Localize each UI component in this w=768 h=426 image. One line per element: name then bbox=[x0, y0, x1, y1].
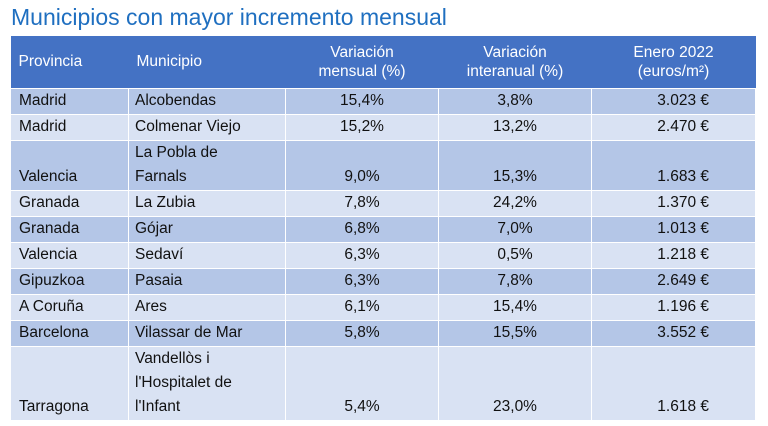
cell-provincia: Madrid bbox=[10, 114, 129, 141]
cell-variacion-mensual: 15,4% bbox=[285, 88, 439, 115]
table-row: Barcelona Vilassar de Mar 5,8% 15,5% 3.552 € bbox=[10, 320, 756, 347]
cell-municipio: Colmenar Viejo bbox=[128, 114, 286, 141]
cell-variacion-mensual: 6,8% bbox=[285, 216, 439, 243]
cell-variacion-interanual: 23,0% bbox=[438, 346, 592, 421]
cell-municipio-line: l'Infant bbox=[135, 398, 181, 415]
cell-municipio-line: Alcobendas bbox=[135, 92, 217, 109]
cell-municipio-line: Pasaia bbox=[135, 272, 183, 289]
table-row: A Coruña Ares 6,1% 15,4% 1.196 € bbox=[10, 294, 756, 321]
cell-enero-2022: 1.618 € bbox=[591, 346, 756, 421]
cell-enero-2022: 3.023 € bbox=[591, 88, 756, 115]
cell-provincia: Valencia bbox=[10, 140, 129, 191]
cell-municipio: Gójar bbox=[128, 216, 286, 243]
cell-provincia: Gipuzkoa bbox=[10, 268, 129, 295]
header-variacion-mensual: Variación mensual (%) bbox=[285, 36, 439, 89]
table-row: Valencia Sedaví 6,3% 0,5% 1.218 € bbox=[10, 242, 756, 269]
cell-municipio-line: La Zubia bbox=[135, 194, 196, 211]
cell-variacion-interanual: 3,8% bbox=[438, 88, 592, 115]
cell-municipio-line: Sedaví bbox=[135, 246, 184, 263]
cell-municipio-line: Ares bbox=[135, 298, 167, 315]
cell-municipio-line: l'Hospitalet de bbox=[135, 374, 232, 391]
table-row: Granada La Zubia 7,8% 24,2% 1.370 € bbox=[10, 190, 756, 217]
cell-enero-2022: 1.196 € bbox=[591, 294, 756, 321]
cell-municipio: La Pobla de Farnals bbox=[128, 140, 286, 191]
header-variacion-mensual-line2: mensual (%) bbox=[318, 63, 406, 80]
cell-variacion-interanual: 15,5% bbox=[438, 320, 592, 347]
header-municipio: Municipio bbox=[128, 36, 286, 89]
cell-variacion-interanual: 15,4% bbox=[438, 294, 592, 321]
header-variacion-interanual-line2: interanual (%) bbox=[466, 63, 564, 80]
cell-variacion-interanual: 7,8% bbox=[438, 268, 592, 295]
cell-municipio: Alcobendas bbox=[128, 88, 286, 115]
cell-municipio: Pasaia bbox=[128, 268, 286, 295]
cell-provincia: Tarragona bbox=[10, 346, 129, 421]
page-title: Municipios con mayor incremento mensual bbox=[11, 4, 447, 30]
header-enero-line2: (euros/m²) bbox=[637, 63, 710, 80]
header-enero-line1: Enero 2022 bbox=[633, 43, 714, 61]
header-provincia: Provincia bbox=[10, 36, 129, 89]
table-header-row: Provincia Municipio Variación mensual (%… bbox=[10, 36, 756, 89]
table-row: Gipuzkoa Pasaia 6,3% 7,8% 2.649 € bbox=[10, 268, 756, 295]
cell-municipio: Ares bbox=[128, 294, 286, 321]
header-enero-2022: Enero 2022 (euros/m²) bbox=[591, 36, 756, 89]
cell-variacion-interanual: 24,2% bbox=[438, 190, 592, 217]
table-row: Granada Gójar 6,8% 7,0% 1.013 € bbox=[10, 216, 756, 243]
municipios-table: Provincia Municipio Variación mensual (%… bbox=[10, 36, 756, 421]
cell-municipio: Sedaví bbox=[128, 242, 286, 269]
cell-variacion-interanual: 0,5% bbox=[438, 242, 592, 269]
cell-variacion-mensual: 5,4% bbox=[285, 346, 439, 421]
cell-municipio: La Zubia bbox=[128, 190, 286, 217]
header-variacion-mensual-line1: Variación bbox=[330, 43, 394, 61]
table-row: Madrid Alcobendas 15,4% 3,8% 3.023 € bbox=[10, 88, 756, 115]
cell-variacion-mensual: 5,8% bbox=[285, 320, 439, 347]
header-variacion-interanual: Variación interanual (%) bbox=[438, 36, 592, 89]
table-row: Madrid Colmenar Viejo 15,2% 13,2% 2.470 € bbox=[10, 114, 756, 141]
cell-municipio-line: Vandellòs i bbox=[135, 350, 210, 367]
cell-enero-2022: 1.218 € bbox=[591, 242, 756, 269]
header-variacion-interanual-line1: Variación bbox=[483, 43, 547, 61]
table-body: Madrid Alcobendas 15,4% 3,8% 3.023 € Madrid Co… bbox=[10, 88, 756, 421]
cell-enero-2022: 2.649 € bbox=[591, 268, 756, 295]
cell-enero-2022: 3.552 € bbox=[591, 320, 756, 347]
cell-municipio-line: Gójar bbox=[135, 220, 173, 237]
cell-variacion-interanual: 7,0% bbox=[438, 216, 592, 243]
cell-municipio: Vandellòs i l'Hospitalet de l'Infant bbox=[128, 346, 286, 421]
cell-provincia: Granada bbox=[10, 190, 129, 217]
cell-municipio-line: Farnals bbox=[135, 168, 187, 185]
cell-enero-2022: 1.013 € bbox=[591, 216, 756, 243]
cell-municipio: Vilassar de Mar bbox=[128, 320, 286, 347]
cell-provincia: A Coruña bbox=[10, 294, 129, 321]
cell-municipio-line: La Pobla de bbox=[135, 144, 218, 161]
cell-municipio-line: Colmenar Viejo bbox=[135, 118, 241, 135]
table-row: Tarragona Vandellòs i l'Hospitalet de l'Inf… bbox=[10, 346, 756, 421]
table-row: Valencia La Pobla de Farnals 9,0% 15,3% 1.683… bbox=[10, 140, 756, 191]
cell-variacion-interanual: 13,2% bbox=[438, 114, 592, 141]
cell-variacion-mensual: 9,0% bbox=[285, 140, 439, 191]
cell-provincia: Barcelona bbox=[10, 320, 129, 347]
cell-variacion-mensual: 6,1% bbox=[285, 294, 439, 321]
cell-variacion-mensual: 6,3% bbox=[285, 268, 439, 295]
cell-enero-2022: 1.370 € bbox=[591, 190, 756, 217]
cell-provincia: Valencia bbox=[10, 242, 129, 269]
cell-municipio-line: Vilassar de Mar bbox=[135, 324, 243, 341]
cell-variacion-interanual: 15,3% bbox=[438, 140, 592, 191]
cell-enero-2022: 1.683 € bbox=[591, 140, 756, 191]
cell-variacion-mensual: 7,8% bbox=[285, 190, 439, 217]
cell-variacion-mensual: 6,3% bbox=[285, 242, 439, 269]
cell-provincia: Madrid bbox=[10, 88, 129, 115]
cell-provincia: Granada bbox=[10, 216, 129, 243]
cell-enero-2022: 2.470 € bbox=[591, 114, 756, 141]
cell-variacion-mensual: 15,2% bbox=[285, 114, 439, 141]
